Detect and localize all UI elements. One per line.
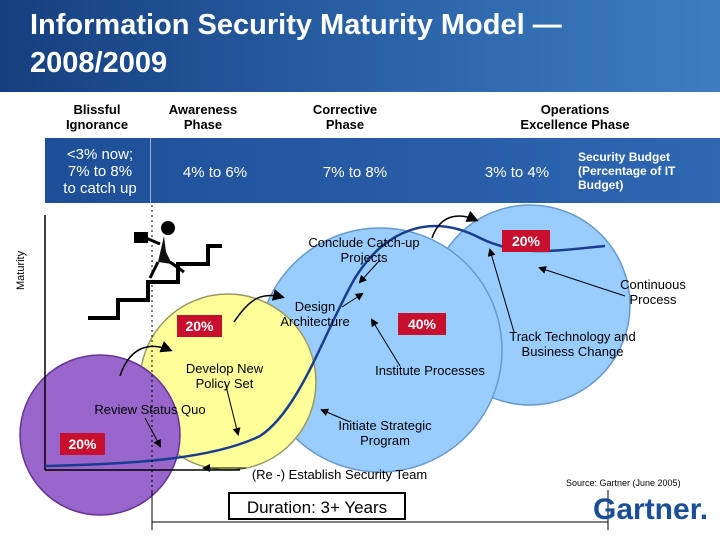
label-conclude-catchup: Conclude Catch-up Projects [308, 235, 420, 265]
budget-range-blissful-ignorance: <3% now; 7% to 8% to catch up [63, 146, 137, 197]
budget-label: Security Budget (Percentage of IT Budget… [578, 150, 676, 192]
running-man-icon [134, 221, 185, 279]
pointer-catchup [358, 259, 381, 284]
budget-range-awareness: 4% to 6% [182, 164, 248, 181]
pointer-institute [370, 318, 401, 367]
phase-heading-corrective: Corrective Phase [312, 102, 378, 132]
y-axis-label: Maturity [15, 250, 27, 290]
source-note: Source: Gartner (June 2005) [566, 478, 681, 488]
arrow-operations [431, 210, 479, 239]
phase-heading-awareness: Awareness Phase [168, 102, 238, 132]
pointer-design [341, 292, 364, 308]
label-initiate-strategic: Initiate Strategic Program [338, 418, 432, 448]
label-design-architecture: Design Architecture [280, 299, 350, 329]
budget-range-operations-excellence: 3% to 4% [484, 164, 550, 181]
badge-operations-percent: 20% [502, 230, 550, 252]
pointer-track [487, 248, 515, 333]
label-establish-team: (Re -) Establish Security Team [251, 467, 428, 482]
badge-blissful-percent: 20% [60, 433, 105, 455]
duration-box: Duration: 3+ Years [228, 492, 406, 520]
label-institute-processes: Institute Processes [375, 363, 485, 378]
badge-corrective-percent: 40% [398, 313, 446, 335]
label-track-technology: Track Technology and Business Change [509, 329, 636, 359]
band-divider [150, 138, 151, 203]
pointer-strategic [320, 408, 351, 423]
label-develop-policy: Develop New Policy Set [185, 361, 264, 391]
pointer-review [144, 417, 161, 448]
label-continuous-process: Continuous Process [620, 277, 686, 307]
gartner-logo: Gartner. [593, 493, 709, 526]
budget-range-corrective: 7% to 8% [322, 164, 388, 181]
arrow-corrective [233, 288, 285, 323]
pointer-continuous [538, 266, 626, 297]
page-title: Information Security Maturity Model — 20… [30, 9, 562, 79]
staircase-icon [88, 244, 222, 320]
phase-heading-operations-excellence: Operations Excellence Phase [520, 102, 630, 132]
title-bar: Information Security Maturity Model — 20… [0, 0, 720, 92]
arrow-awareness [119, 341, 173, 377]
budget-band [45, 138, 720, 203]
label-review-status-quo: Review Status Quo [94, 402, 206, 417]
phase-heading-blissful-ignorance: Blissful Ignorance [65, 102, 129, 132]
pointer-policy [224, 381, 241, 436]
badge-awareness-percent: 20% [177, 315, 222, 337]
